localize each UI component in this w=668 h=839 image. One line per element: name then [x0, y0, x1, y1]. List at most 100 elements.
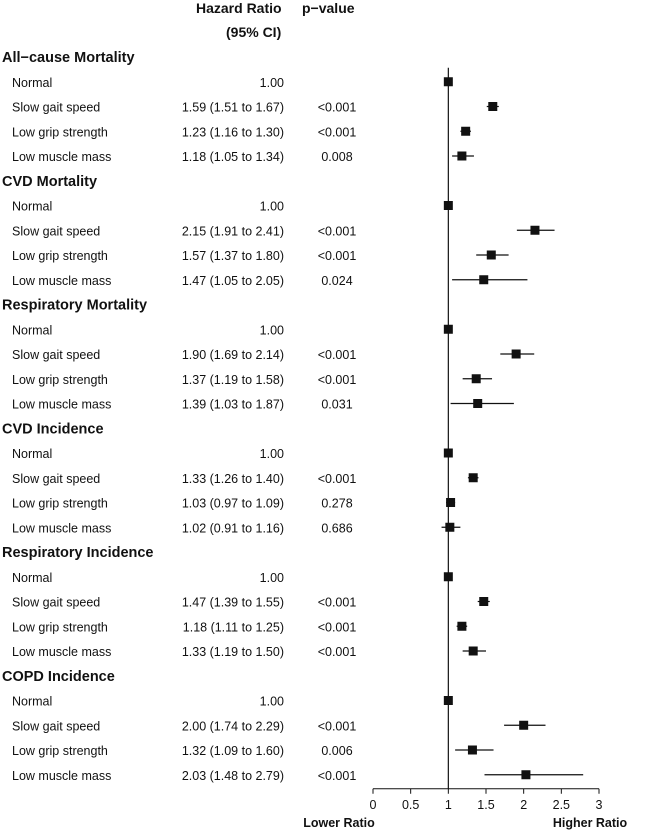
row-label: Low grip strength — [12, 249, 108, 263]
point-estimate — [530, 225, 540, 235]
point-estimate — [445, 522, 455, 532]
row-label: Low muscle mass — [12, 398, 111, 412]
x-tick-label: 0.5 — [402, 798, 419, 812]
hazard-ratio-text: 1.47 (1.39 to 1.55) — [182, 596, 284, 610]
point-estimate — [471, 374, 481, 384]
hazard-ratio-text: 1.00 — [260, 200, 284, 214]
point-estimate — [446, 498, 456, 507]
row-label: Low grip strength — [12, 125, 108, 139]
group-title: CVD Incidence — [2, 421, 104, 437]
row-label: Normal — [12, 695, 52, 709]
row-label: Slow gait speed — [12, 596, 100, 610]
hazard-ratio-text: 1.02 (0.91 to 1.16) — [182, 521, 284, 535]
point-estimate — [519, 720, 529, 730]
row-label: Low grip strength — [12, 620, 108, 634]
hazard-ratio-text: 1.33 (1.26 to 1.40) — [182, 472, 284, 486]
point-estimate — [521, 770, 531, 780]
group-title: CVD Mortality — [2, 174, 97, 190]
hazard-ratio-text: 1.18 (1.11 to 1.25) — [183, 620, 284, 634]
point-estimate — [457, 151, 467, 161]
point-estimate — [479, 275, 489, 285]
lower-ratio-label: Lower Ratio — [303, 816, 375, 830]
hazard-ratio-text: 1.59 (1.51 to 1.67) — [182, 101, 284, 115]
point-estimate — [467, 745, 477, 755]
p-value: 0.006 — [321, 744, 352, 758]
p-value: <0.001 — [318, 645, 357, 659]
p-value: 0.278 — [321, 497, 352, 511]
hazard-ratio-text: 1.33 (1.19 to 1.50) — [182, 645, 284, 659]
hazard-ratio-text: 2.15 (1.91 to 2.41) — [182, 224, 284, 238]
p-value: <0.001 — [318, 373, 357, 387]
point-estimate — [461, 126, 471, 136]
group-title: Respiratory Mortality — [2, 298, 147, 314]
hazard-ratio-text: 2.00 (1.74 to 2.29) — [182, 719, 284, 733]
p-value: <0.001 — [318, 348, 357, 362]
row-label: Normal — [12, 571, 52, 585]
hazard-ratio-text: 1.00 — [260, 447, 284, 461]
row-label: Low grip strength — [12, 497, 108, 511]
row-label: Low muscle mass — [12, 645, 111, 659]
x-tick-label: 2 — [520, 798, 527, 812]
p-value: <0.001 — [318, 472, 357, 486]
row-label: Slow gait speed — [12, 719, 100, 733]
row-label: Low grip strength — [12, 744, 108, 758]
point-estimate — [468, 646, 478, 656]
row-label: Low muscle mass — [12, 521, 111, 535]
p-value: <0.001 — [318, 596, 357, 610]
p-value: <0.001 — [318, 224, 357, 238]
row-label: Normal — [12, 323, 52, 337]
row-label: Slow gait speed — [12, 101, 100, 115]
x-tick-label: 1 — [445, 798, 452, 812]
x-tick-label: 0 — [370, 798, 377, 812]
hazard-ratio-text: 1.00 — [260, 323, 284, 337]
p-value: <0.001 — [318, 620, 357, 634]
hazard-ratio-text: 1.00 — [260, 571, 284, 585]
p-value: <0.001 — [318, 125, 357, 139]
hazard-ratio-text: 1.03 (0.97 to 1.09) — [182, 497, 284, 511]
point-estimate — [457, 621, 467, 631]
group-title: All−cause Mortality — [2, 50, 135, 66]
hazard-ratio-text: 1.39 (1.03 to 1.87) — [182, 398, 284, 412]
group-title: COPD Incidence — [2, 669, 115, 685]
row-label: Slow gait speed — [12, 224, 100, 238]
row-label: Normal — [12, 200, 52, 214]
p-value: 0.008 — [321, 150, 352, 164]
p-value: <0.001 — [318, 249, 357, 263]
x-tick-label: 2.5 — [553, 798, 570, 812]
hazard-ratio-text: 1.23 (1.16 to 1.30) — [182, 125, 284, 139]
header-hazard-ratio: Hazard Ratio — [196, 0, 282, 16]
row-label: Normal — [12, 76, 52, 90]
point-estimate — [479, 597, 489, 606]
hazard-ratio-text: 2.03 (1.48 to 2.79) — [182, 769, 284, 783]
hazard-ratio-text: 1.00 — [260, 695, 284, 709]
point-estimate — [488, 102, 498, 111]
row-label: Slow gait speed — [12, 348, 100, 362]
row-label: Slow gait speed — [12, 472, 100, 486]
hazard-ratio-text: 1.47 (1.05 to 2.05) — [182, 274, 284, 288]
p-value: <0.001 — [318, 769, 357, 783]
row-label: Low grip strength — [12, 373, 108, 387]
p-value: <0.001 — [318, 719, 357, 733]
hazard-ratio-text: 1.32 (1.09 to 1.60) — [182, 744, 284, 758]
higher-ratio-label: Higher Ratio — [553, 816, 628, 830]
group-title: Respiratory Incidence — [2, 545, 154, 561]
p-value: 0.686 — [321, 521, 352, 535]
header-pvalue: p−value — [302, 0, 355, 16]
point-estimate — [486, 250, 496, 260]
hazard-ratio-text: 1.18 (1.05 to 1.34) — [182, 150, 284, 164]
row-label: Low muscle mass — [12, 150, 111, 164]
header-ci: (95% CI) — [226, 24, 282, 40]
p-value: 0.031 — [321, 398, 352, 412]
row-label: Low muscle mass — [12, 274, 111, 288]
x-tick-label: 1.5 — [477, 798, 494, 812]
point-estimate — [511, 349, 521, 359]
point-estimate — [468, 473, 478, 483]
p-value: 0.024 — [321, 274, 352, 288]
hazard-ratio-text: 1.00 — [260, 76, 284, 90]
hazard-ratio-text: 1.57 (1.37 to 1.80) — [182, 249, 284, 263]
row-label: Normal — [12, 447, 52, 461]
hazard-ratio-text: 1.37 (1.19 to 1.58) — [182, 373, 284, 387]
hazard-ratio-text: 1.90 (1.69 to 2.14) — [182, 348, 284, 362]
x-tick-label: 3 — [596, 798, 603, 812]
